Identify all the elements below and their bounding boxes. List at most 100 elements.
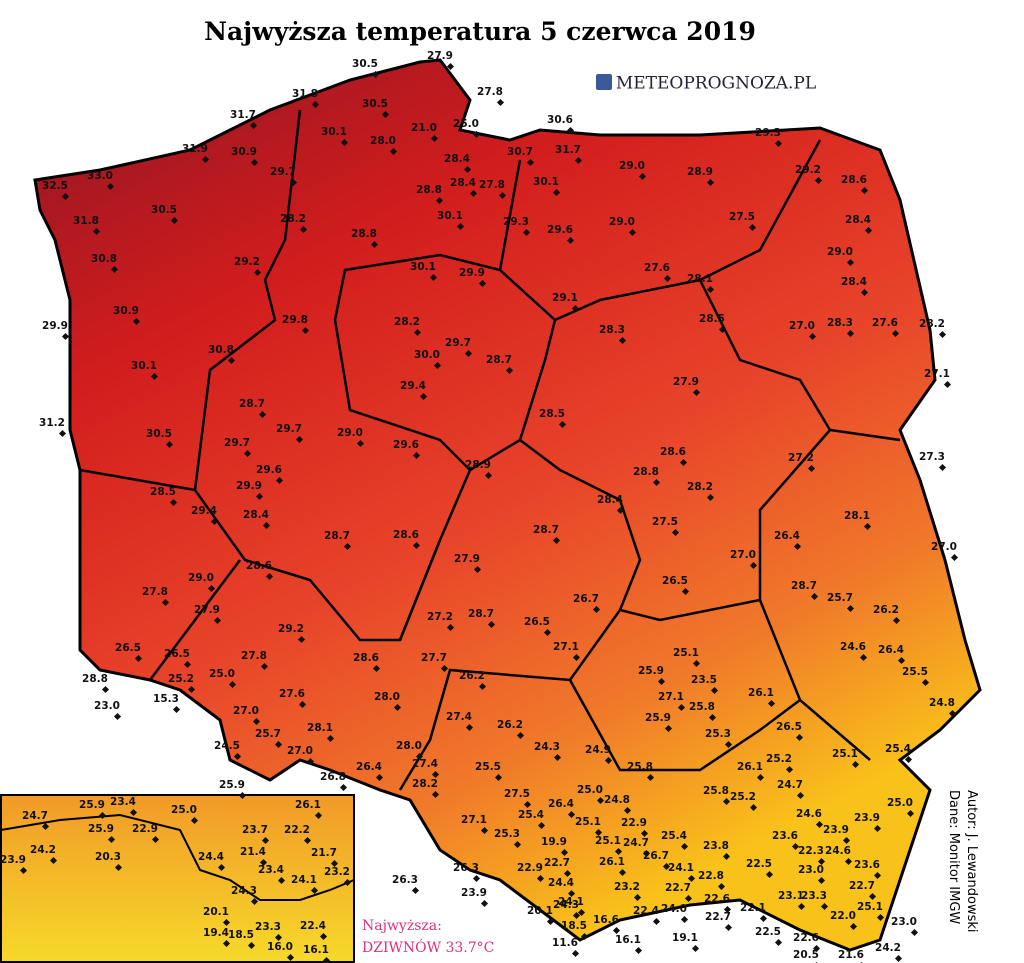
station-marker bbox=[891, 329, 900, 338]
station-marker bbox=[322, 956, 331, 963]
station-marker bbox=[19, 866, 28, 875]
station-marker bbox=[652, 917, 661, 926]
station-temp: 28.7 bbox=[324, 530, 350, 542]
station-marker bbox=[170, 216, 179, 225]
station-temp: 27.1 bbox=[658, 691, 684, 703]
station-temp: 28.7 bbox=[791, 580, 817, 592]
station-marker bbox=[98, 811, 107, 820]
station-marker bbox=[247, 941, 256, 950]
station-temp: 24.3 bbox=[534, 741, 560, 753]
station-marker bbox=[183, 660, 192, 669]
station-marker bbox=[563, 869, 572, 878]
station-temp: 29.0 bbox=[188, 572, 214, 584]
station-marker bbox=[151, 835, 160, 844]
station-temp: 27.6 bbox=[872, 317, 898, 329]
station-temp: 25.2 bbox=[766, 753, 792, 765]
station-marker bbox=[724, 923, 733, 932]
station-temp: 23.9 bbox=[461, 887, 487, 899]
station-marker bbox=[494, 773, 503, 782]
station-marker bbox=[472, 130, 481, 139]
station-temp: 27.9 bbox=[427, 50, 453, 62]
station-temp: 23.1 bbox=[778, 890, 804, 902]
station-marker bbox=[749, 803, 758, 812]
station-temp: 26.5 bbox=[776, 721, 802, 733]
station-marker bbox=[618, 336, 627, 345]
station-temp: 29.2 bbox=[234, 256, 260, 268]
station-marker bbox=[411, 886, 420, 895]
station-temp: 25.1 bbox=[575, 816, 601, 828]
station-marker bbox=[58, 429, 67, 438]
station-temp: 27.6 bbox=[279, 688, 305, 700]
station-temp: 27.8 bbox=[477, 86, 503, 98]
station-marker bbox=[793, 542, 802, 551]
station-marker bbox=[262, 521, 271, 530]
station-temp: 24.3 bbox=[231, 885, 257, 897]
station-temp: 23.9 bbox=[823, 824, 849, 836]
station-temp: 24.8 bbox=[604, 794, 630, 806]
station-marker bbox=[339, 783, 348, 792]
station-temp: 21.7 bbox=[311, 847, 337, 859]
station-marker bbox=[759, 914, 768, 923]
station-temp: 27.1 bbox=[461, 814, 487, 826]
station-marker bbox=[340, 138, 349, 147]
station-temp: 26.5 bbox=[524, 616, 550, 628]
station-marker bbox=[107, 835, 116, 844]
max-value: DZIWNÓW 33.7°C bbox=[362, 938, 494, 956]
station-marker bbox=[431, 770, 440, 779]
station-marker bbox=[566, 126, 575, 135]
station-marker bbox=[412, 541, 421, 550]
station-temp: 29.8 bbox=[282, 314, 308, 326]
station-temp: 23.9 bbox=[0, 854, 26, 866]
station-marker bbox=[812, 944, 821, 953]
station-marker bbox=[646, 773, 655, 782]
station-marker bbox=[638, 172, 647, 181]
station-temp: 25.0 bbox=[453, 118, 479, 130]
station-temp: 27.8 bbox=[241, 650, 267, 662]
poland-shape bbox=[33, 58, 982, 952]
station-marker bbox=[150, 372, 159, 381]
station-temp: 31.8 bbox=[292, 88, 318, 100]
station-marker bbox=[844, 857, 853, 866]
station-marker bbox=[465, 723, 474, 732]
station-marker bbox=[567, 889, 576, 898]
station-marker bbox=[498, 191, 507, 200]
station-temp: 25.5 bbox=[902, 666, 928, 678]
logo: METEOPROGNOZA.PL bbox=[616, 74, 816, 94]
station-marker bbox=[233, 752, 242, 761]
station-temp: 23.6 bbox=[772, 830, 798, 842]
station-temp: 24.2 bbox=[30, 844, 56, 856]
station-marker bbox=[810, 592, 819, 601]
station-marker bbox=[640, 829, 649, 838]
station-temp: 25.1 bbox=[832, 748, 858, 760]
station-temp: 24.1 bbox=[558, 896, 584, 908]
station-marker bbox=[791, 842, 800, 851]
station-temp: 22.8 bbox=[698, 870, 724, 882]
station-marker bbox=[255, 492, 264, 501]
station-marker bbox=[817, 857, 826, 866]
station-marker bbox=[253, 268, 262, 277]
station-temp: 26.3 bbox=[392, 874, 418, 886]
station-marker bbox=[464, 349, 473, 358]
station-marker bbox=[207, 584, 216, 593]
station-marker bbox=[756, 773, 765, 782]
station-temp: 23.8 bbox=[703, 840, 729, 852]
station-temp: 26.2 bbox=[459, 670, 485, 682]
station-marker bbox=[797, 902, 806, 911]
station-marker bbox=[227, 356, 236, 365]
station-marker bbox=[634, 946, 643, 955]
station-temp: 23.2 bbox=[324, 866, 350, 878]
station-marker bbox=[717, 882, 726, 891]
station-marker bbox=[906, 809, 915, 818]
station-marker bbox=[863, 522, 872, 531]
station-temp: 25.3 bbox=[705, 728, 731, 740]
station-temp: 25.0 bbox=[171, 804, 197, 816]
station-temp: 33.0 bbox=[87, 170, 113, 182]
station-temp: 22.7 bbox=[705, 911, 731, 923]
station-marker bbox=[496, 98, 505, 107]
station-marker bbox=[948, 709, 957, 718]
station-temp: 23.3 bbox=[801, 890, 827, 902]
station-temp: 23.9 bbox=[854, 812, 880, 824]
station-temp: 27.6 bbox=[644, 262, 670, 274]
station-marker bbox=[633, 893, 642, 902]
station-marker bbox=[552, 188, 561, 197]
